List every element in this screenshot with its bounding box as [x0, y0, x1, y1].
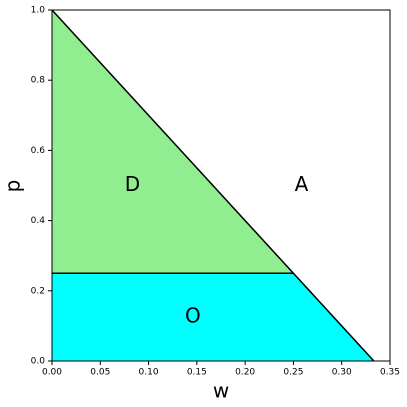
x-tick-label: 0.00: [42, 368, 62, 378]
plot-frame: [51, 9, 391, 362]
y-tick-label: 0.0: [31, 357, 46, 367]
x-tick-label: 0.10: [139, 368, 159, 378]
x-axis-label: w: [213, 379, 229, 403]
x-tick-label: 0.30: [332, 368, 352, 378]
x-tick-label: 0.25: [283, 368, 303, 378]
region-label: A: [295, 172, 309, 196]
region-label: O: [185, 304, 201, 328]
y-tick-label: 0.4: [31, 216, 46, 226]
region: [52, 10, 390, 361]
y-tick-label: 0.8: [31, 76, 46, 86]
x-tick-label: 0.20: [235, 368, 255, 378]
x-tick-label: 0.05: [90, 368, 110, 378]
y-tick-label: 1.0: [31, 6, 46, 16]
x-tick-label: 0.15: [187, 368, 207, 378]
y-axis-label: p: [1, 180, 25, 193]
boundary-line: [51, 9, 375, 362]
y-tick-label: 0.6: [31, 146, 46, 156]
region-label: D: [125, 172, 140, 196]
region: [52, 273, 374, 361]
y-tick-label: 0.2: [31, 286, 45, 296]
x-tick-label: 0.35: [380, 368, 400, 378]
